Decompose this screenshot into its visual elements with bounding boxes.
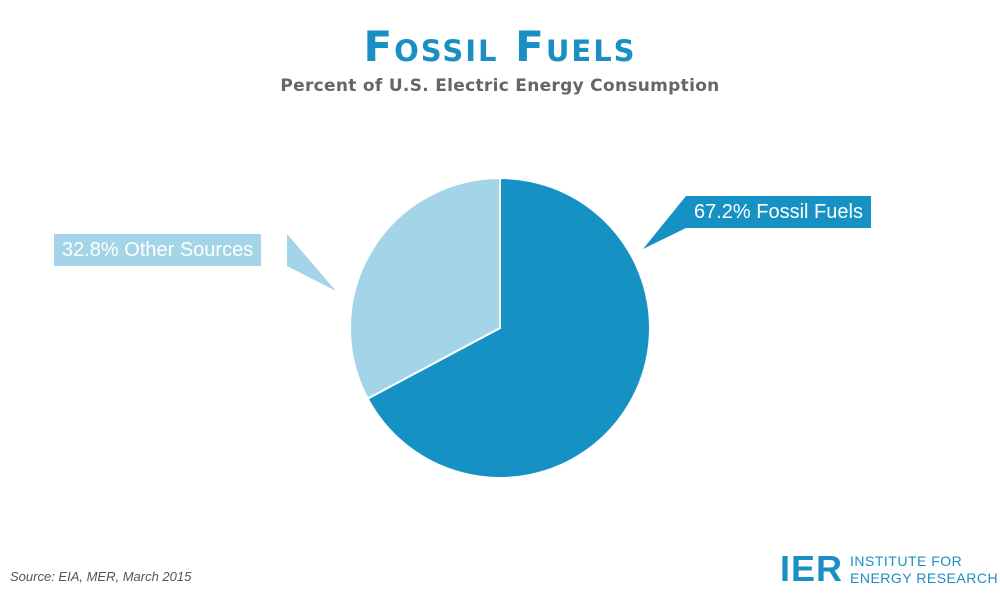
source-note: Source: EIA, MER, March 2015 <box>10 569 192 584</box>
ier-logo: IER INSTITUTE FOR ENERGY RESEARCH <box>780 548 999 589</box>
other-sources-callout-pointer <box>287 234 336 291</box>
fossil-fuels-label: 67.2% Fossil Fuels <box>686 196 871 228</box>
logo-line-1: INSTITUTE FOR <box>850 553 963 569</box>
other-sources-label: 32.8% Other Sources <box>54 234 262 266</box>
pie-slice-fossil-fuels <box>366 176 651 479</box>
pie-slice-other-sources <box>349 176 501 400</box>
logo-line-2: ENERGY RESEARCH <box>850 570 999 586</box>
logo-mark: IER <box>780 548 844 589</box>
fossil-fuels-callout-pointer <box>643 196 686 249</box>
chart-title: Fossil Fuels <box>363 22 637 71</box>
chart-subtitle: Percent of U.S. Electric Energy Consumpt… <box>280 76 720 96</box>
